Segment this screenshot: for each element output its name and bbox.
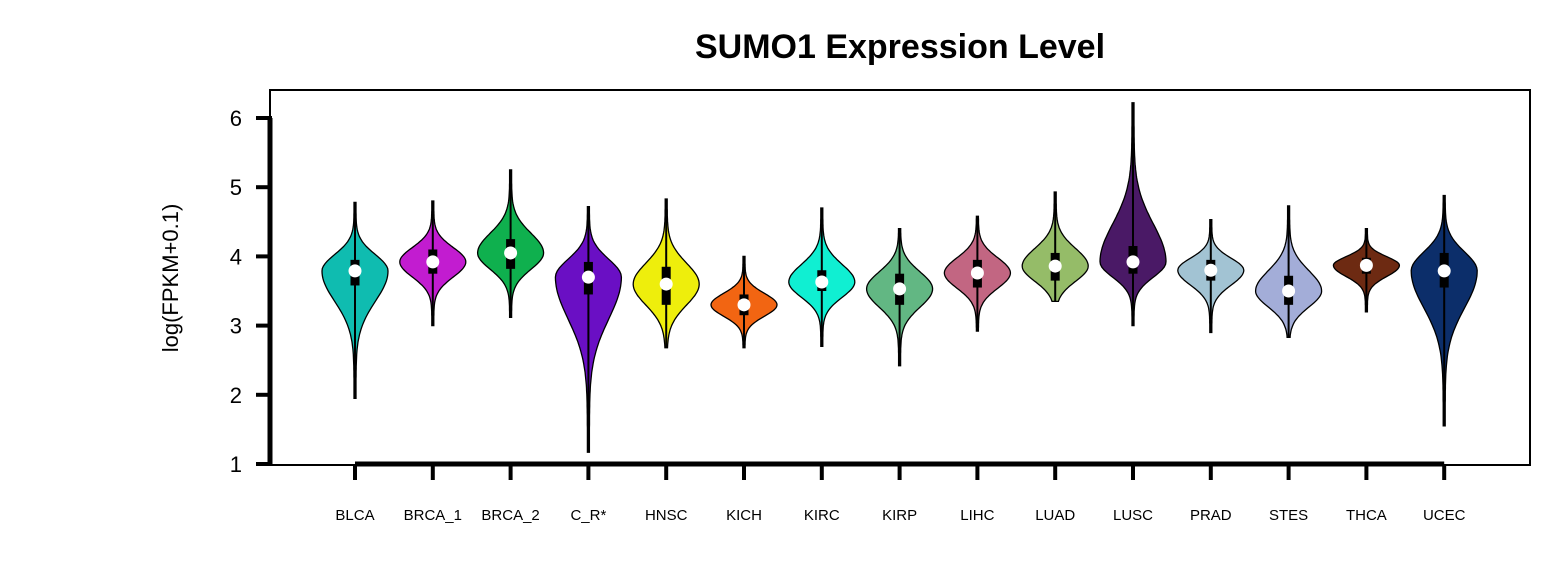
x-tick-label: STES xyxy=(1269,507,1308,524)
violin-stes xyxy=(1254,205,1323,339)
x-tick-label: LUSC xyxy=(1113,507,1153,524)
x-tick-label: HNSC xyxy=(645,507,688,524)
x-tick-label: KICH xyxy=(726,507,762,524)
violin-kirp xyxy=(865,228,934,367)
violin-lusc xyxy=(1099,102,1167,327)
violin-median-point xyxy=(1048,259,1062,273)
violin-median-point xyxy=(893,282,907,296)
x-tick-label: LUAD xyxy=(1035,507,1075,524)
violin-median-point xyxy=(581,270,595,284)
y-tick-label: 4 xyxy=(230,244,242,269)
violin-c-r- xyxy=(554,205,623,453)
x-tick-label: LIHC xyxy=(960,507,994,524)
violin-median-point xyxy=(1437,264,1451,278)
violin-luad xyxy=(1021,191,1089,303)
violin-thca xyxy=(1332,228,1401,313)
x-tick-label: PRAD xyxy=(1190,507,1232,524)
violin-median-point xyxy=(659,277,673,291)
violin-median-point xyxy=(737,298,751,312)
violin-lihc xyxy=(943,215,1012,332)
violin-brca-1 xyxy=(399,200,467,327)
violin-brca-2 xyxy=(476,169,545,318)
y-tick-label: 2 xyxy=(230,383,242,408)
violin-kirc xyxy=(788,207,856,348)
violin-median-point xyxy=(426,255,440,269)
violin-median-point xyxy=(1359,258,1373,272)
violin-hnsc xyxy=(632,198,700,349)
x-tick-label: BRCA_2 xyxy=(481,507,539,524)
y-tick-label: 1 xyxy=(230,452,242,477)
chart-title: SUMO1 Expression Level xyxy=(695,28,1105,66)
violin-median-point xyxy=(1282,284,1296,298)
violin-median-point xyxy=(504,246,518,260)
x-tick-label: UCEC xyxy=(1423,507,1466,524)
violin-median-point xyxy=(970,266,984,280)
y-axis-label: log(FPKM+0.1) xyxy=(158,204,183,353)
x-tick-label: KIRC xyxy=(804,507,840,524)
x-tick-labels: BLCA BRCA_1 BRCA_2 C_R* HNSC KICH KIRC KIRP LIHC… xyxy=(335,507,1465,524)
violin-kich xyxy=(710,255,778,349)
x-tick-label: THCA xyxy=(1346,507,1387,524)
x-tick-label: C_R* xyxy=(570,507,606,524)
violin-blca xyxy=(321,201,389,399)
violin-median-point xyxy=(1204,263,1218,277)
violin-ucec xyxy=(1410,194,1478,427)
x-tick-label: BRCA_1 xyxy=(404,507,462,524)
violin-median-point xyxy=(815,275,829,289)
violin-median-point xyxy=(1126,255,1140,269)
y-tick-label: 5 xyxy=(230,175,242,200)
violins-layer xyxy=(321,102,1478,453)
axes-layer: 1 2 3 4 5 6 xyxy=(230,106,1447,480)
y-tick-label: 3 xyxy=(230,314,242,339)
y-tick-label: 6 xyxy=(230,106,242,131)
x-tick-label: KIRP xyxy=(882,507,917,524)
violin-prad xyxy=(1177,219,1245,334)
violin-median-point xyxy=(348,264,362,278)
x-tick-label: BLCA xyxy=(335,507,374,524)
